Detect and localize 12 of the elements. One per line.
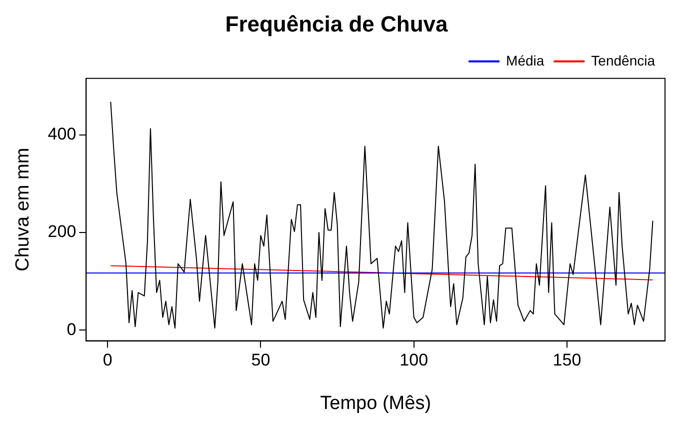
- x-axis-title: Tempo (Mês): [320, 392, 432, 414]
- chart-title: Frequência de Chuva: [225, 11, 449, 36]
- legend-label: Média: [506, 52, 544, 68]
- x-tick-label: 150: [552, 350, 582, 370]
- legend-label: Tendência: [591, 52, 656, 68]
- x-tick-label: 100: [400, 350, 428, 370]
- y-axis-title: Chuva em mm: [12, 148, 34, 272]
- y-tick-label: 0: [66, 320, 76, 339]
- x-tick-label: 0: [102, 350, 112, 370]
- y-tick-label: 400: [48, 124, 76, 144]
- x-tick-label: 50: [251, 350, 270, 370]
- y-tick-label: 200: [48, 222, 76, 242]
